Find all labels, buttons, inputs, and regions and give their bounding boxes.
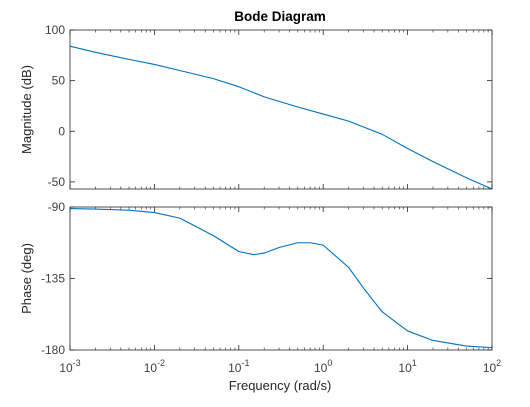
chart-title: Bode Diagram <box>234 9 326 24</box>
y-tick-label: -50 <box>48 175 66 189</box>
series-line <box>69 45 493 190</box>
panel-magnitude: 100 50 0 -50 Magnitude (dB) <box>19 23 493 190</box>
x-tick-label: 10-2 <box>144 358 165 375</box>
x-tick-label: 10-1 <box>228 358 249 375</box>
x-tick-label: 102 <box>483 358 501 375</box>
x-tick-label: 101 <box>398 358 416 375</box>
plot-frame <box>69 206 493 351</box>
y-ticks: -90 -135 -180 <box>41 200 492 357</box>
y-tick-label: 100 <box>45 23 65 37</box>
y-axis-label: Magnitude (dB) <box>19 65 34 154</box>
panel-phase: -90 -135 -180 Phase (deg) 10-3 10-2 10-1 100 101… <box>19 200 501 375</box>
bode-panels: 100 50 0 -50 Magnitude (dB) -90 -135 -180 Phase … <box>19 23 501 375</box>
y-tick-label: 50 <box>52 74 66 88</box>
x-minor-ticks <box>95 207 489 350</box>
y-tick-label: -90 <box>48 200 66 214</box>
x-tick-label: 100 <box>314 358 332 375</box>
plot-frame <box>69 29 493 190</box>
plot-area <box>70 207 492 350</box>
y-axis-label: Phase (deg) <box>19 243 34 314</box>
x-tick-label: 10-3 <box>59 358 80 375</box>
y-tick-label: -180 <box>41 343 65 357</box>
series-line <box>69 208 493 349</box>
x-tick-labels: 10-3 10-2 10-1 100 101 102 <box>59 358 501 375</box>
y-ticks: 100 50 0 -50 <box>45 23 492 189</box>
x-minor-ticks <box>95 30 489 189</box>
plot-area <box>70 30 492 189</box>
x-axis-label: Frequency (rad/s) <box>229 378 332 393</box>
y-tick-label: 0 <box>58 124 65 138</box>
y-tick-label: -135 <box>41 272 65 286</box>
